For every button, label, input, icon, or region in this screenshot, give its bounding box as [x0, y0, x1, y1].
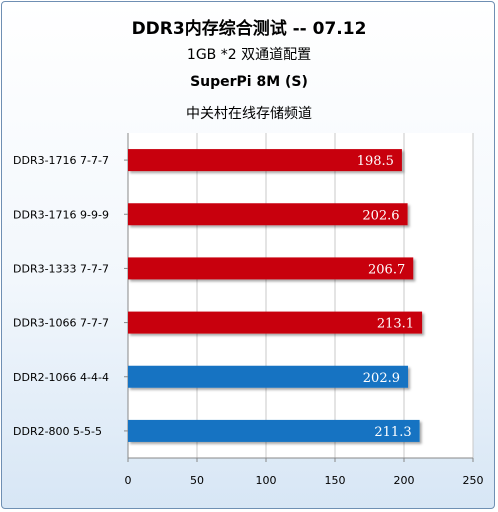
category-label: DDR3-1066 7-7-7	[13, 317, 109, 330]
data-label: 202.6	[362, 208, 399, 223]
bar	[128, 203, 408, 226]
x-tick-label: 200	[394, 474, 415, 487]
bar	[128, 311, 423, 334]
x-tick-label: 150	[325, 474, 346, 487]
x-tick-label: 250	[463, 474, 484, 487]
bar	[128, 365, 409, 388]
plot-area	[128, 133, 473, 458]
x-tick-label: 50	[190, 474, 204, 487]
chart-subtitle-config: 1GB *2 双通道配置	[186, 47, 312, 63]
data-label: 202.9	[363, 371, 400, 386]
data-label: 213.1	[377, 317, 414, 332]
category-label: DDR3-1716 7-7-7	[13, 154, 109, 167]
chart-subtitle-test: SuperPi 8M (S)	[190, 74, 308, 90]
category-label: DDR2-800 5-5-5	[13, 425, 102, 438]
bar	[128, 257, 414, 280]
data-label: 206.7	[368, 262, 405, 277]
bar	[128, 149, 402, 172]
data-label: 198.5	[357, 154, 394, 169]
bar	[128, 419, 420, 442]
data-label: 211.3	[374, 425, 411, 440]
category-label: DDR3-1716 9-9-9	[13, 208, 109, 221]
x-tick-label: 100	[256, 474, 277, 487]
category-label: DDR2-1066 4-4-4	[13, 371, 109, 384]
chart-subtitle-source: 中关村在线存储频道	[186, 106, 312, 122]
x-tick-label: 0	[125, 474, 132, 487]
chart-title: DDR3内存综合测试 -- 07.12	[131, 19, 367, 39]
category-label: DDR3-1333 7-7-7	[13, 262, 109, 275]
